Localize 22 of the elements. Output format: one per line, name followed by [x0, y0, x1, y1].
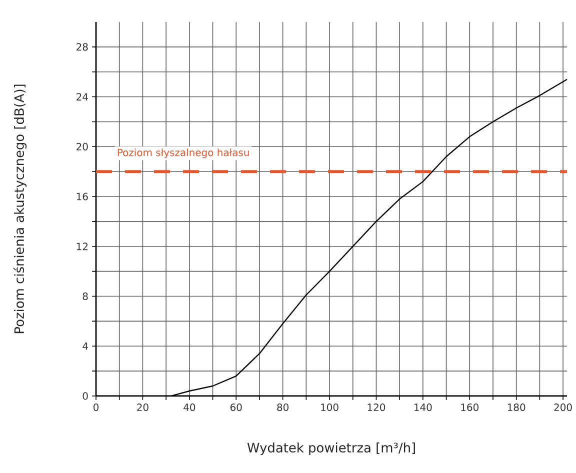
x-tick-label: 140	[414, 403, 432, 412]
y-tick-label: 4	[82, 342, 88, 350]
x-tick-label: 80	[277, 403, 289, 412]
x-tick-label: 0	[93, 403, 99, 412]
y-tick-label: 28	[76, 43, 88, 51]
x-tick-label: 100	[321, 403, 338, 412]
y-axis-title: Poziom ciśnienia akustycznego [dB(A)]	[13, 84, 27, 334]
x-tick-label: 200	[554, 403, 572, 412]
x-axis-title: Wydatek powietrza [m³/h]	[247, 442, 415, 456]
x-tick-label: 40	[184, 403, 196, 412]
x-tick-label: 160	[461, 403, 478, 412]
y-tick-label: 8	[82, 292, 88, 300]
y-tick-label: 16	[76, 192, 88, 200]
ref-line-label: Poziom słyszalnego hałasu	[118, 148, 249, 158]
x-tick-label: 60	[230, 403, 242, 412]
y-tick-label: 0	[82, 392, 88, 400]
x-tick-label: 180	[508, 403, 526, 412]
x-tick-label: 20	[137, 403, 148, 412]
y-tick-label: 20	[76, 142, 88, 150]
x-tick-label: 120	[368, 403, 386, 412]
y-tick-label: 24	[76, 93, 88, 100]
y-tick-label: 12	[76, 242, 88, 250]
